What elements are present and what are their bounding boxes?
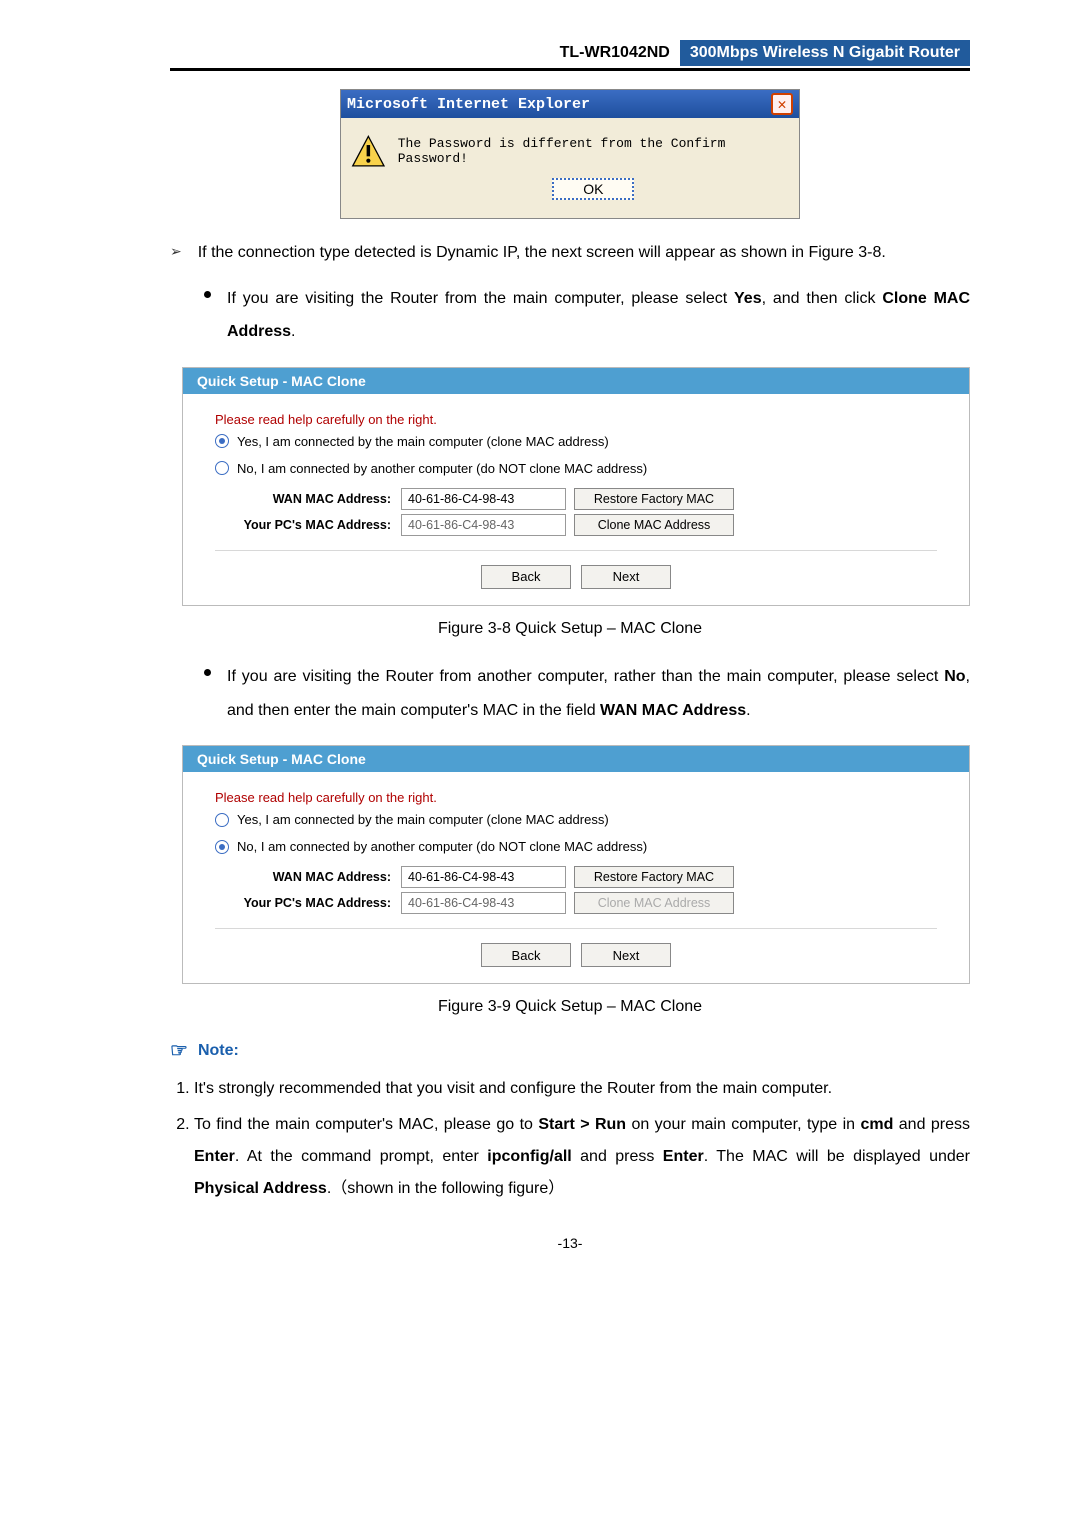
radio-yes[interactable]: Yes, I am connected by the main computer…: [215, 434, 937, 449]
model-number: TL-WR1042ND: [550, 40, 680, 66]
panel-body: Please read help carefully on the right.…: [183, 394, 969, 605]
radio-icon: [215, 461, 229, 475]
wan-mac-row: WAN MAC Address: 40-61-86-C4-98-43 Resto…: [215, 866, 937, 888]
alert-dialog: Microsoft Internet Explorer ✕ The Passwo…: [340, 89, 800, 219]
pc-mac-label: Your PC's MAC Address:: [215, 518, 401, 532]
sub-bullet-1-text: If you are visiting the Router from the …: [227, 282, 970, 349]
note-2: To find the main computer's MAC, please …: [194, 1109, 970, 1205]
clone-mac-button: Clone MAC Address: [574, 892, 734, 914]
pc-mac-input: 40-61-86-C4-98-43: [401, 514, 566, 536]
pc-mac-input: 40-61-86-C4-98-43: [401, 892, 566, 914]
radio-icon: [215, 840, 229, 854]
radio-no[interactable]: No, I am connected by another computer (…: [215, 461, 937, 476]
dialog-body: The Password is different from the Confi…: [341, 118, 799, 218]
divider: [215, 928, 937, 929]
next-button[interactable]: Next: [581, 565, 671, 589]
restore-mac-button[interactable]: Restore Factory MAC: [574, 866, 734, 888]
page-header: TL-WR1042ND 300Mbps Wireless N Gigabit R…: [170, 40, 970, 71]
mac-clone-panel-2: Quick Setup - MAC Clone Please read help…: [182, 745, 970, 984]
radio-yes-label: Yes, I am connected by the main computer…: [237, 812, 609, 827]
radio-yes-label: Yes, I am connected by the main computer…: [237, 434, 609, 449]
wan-mac-label: WAN MAC Address:: [215, 870, 401, 884]
dialog-message: The Password is different from the Confi…: [398, 134, 789, 166]
radio-yes[interactable]: Yes, I am connected by the main computer…: [215, 812, 937, 827]
dialog-titlebar: Microsoft Internet Explorer ✕: [341, 90, 799, 118]
note-label: Note:: [198, 1042, 239, 1060]
mac-clone-panel-1: Quick Setup - MAC Clone Please read help…: [182, 367, 970, 606]
back-button[interactable]: Back: [481, 565, 571, 589]
restore-mac-button[interactable]: Restore Factory MAC: [574, 488, 734, 510]
figure-caption-2: Figure 3-9 Quick Setup – MAC Clone: [170, 998, 970, 1016]
nav-buttons: Back Next: [215, 565, 937, 589]
help-text: Please read help carefully on the right.: [215, 412, 937, 427]
hand-icon: ☞: [170, 1038, 188, 1063]
notes-list: It's strongly recommended that you visit…: [170, 1073, 970, 1205]
ok-button[interactable]: OK: [552, 178, 634, 200]
nav-buttons: Back Next: [215, 943, 937, 967]
pc-mac-row: Your PC's MAC Address: 40-61-86-C4-98-43…: [215, 514, 937, 536]
bullet-1: ➢ If the connection type detected is Dyn…: [170, 239, 970, 268]
divider: [215, 550, 937, 551]
bullet-1-text: If the connection type detected is Dynam…: [198, 239, 970, 268]
note-heading: ☞ Note:: [170, 1038, 970, 1063]
sub-bullet-1: If you are visiting the Router from the …: [204, 282, 970, 349]
wan-mac-input[interactable]: 40-61-86-C4-98-43: [401, 488, 566, 510]
dot-icon: [204, 669, 211, 676]
pc-mac-label: Your PC's MAC Address:: [215, 896, 401, 910]
note-1: It's strongly recommended that you visit…: [194, 1073, 970, 1105]
radio-icon: [215, 434, 229, 448]
product-title: 300Mbps Wireless N Gigabit Router: [680, 40, 970, 66]
sub-bullet-2-text: If you are visiting the Router from anot…: [227, 660, 970, 727]
clone-mac-button[interactable]: Clone MAC Address: [574, 514, 734, 536]
warning-icon: [351, 134, 386, 170]
close-icon[interactable]: ✕: [771, 93, 793, 115]
figure-caption-1: Figure 3-8 Quick Setup – MAC Clone: [170, 620, 970, 638]
radio-icon: [215, 813, 229, 827]
radio-no[interactable]: No, I am connected by another computer (…: [215, 839, 937, 854]
dialog-message-col: The Password is different from the Confi…: [398, 134, 789, 200]
page-number: -13-: [170, 1235, 970, 1251]
help-text: Please read help carefully on the right.: [215, 790, 937, 805]
wan-mac-label: WAN MAC Address:: [215, 492, 401, 506]
panel-title: Quick Setup - MAC Clone: [183, 368, 969, 394]
dialog-title: Microsoft Internet Explorer: [347, 96, 590, 113]
dot-icon: [204, 291, 211, 298]
wan-mac-row: WAN MAC Address: 40-61-86-C4-98-43 Resto…: [215, 488, 937, 510]
panel-body: Please read help carefully on the right.…: [183, 772, 969, 983]
sub-bullet-2: If you are visiting the Router from anot…: [204, 660, 970, 727]
arrow-icon: ➢: [170, 243, 182, 260]
back-button[interactable]: Back: [481, 943, 571, 967]
pc-mac-row: Your PC's MAC Address: 40-61-86-C4-98-43…: [215, 892, 937, 914]
panel-title: Quick Setup - MAC Clone: [183, 746, 969, 772]
radio-no-label: No, I am connected by another computer (…: [237, 461, 647, 476]
next-button[interactable]: Next: [581, 943, 671, 967]
wan-mac-input[interactable]: 40-61-86-C4-98-43: [401, 866, 566, 888]
radio-no-label: No, I am connected by another computer (…: [237, 839, 647, 854]
